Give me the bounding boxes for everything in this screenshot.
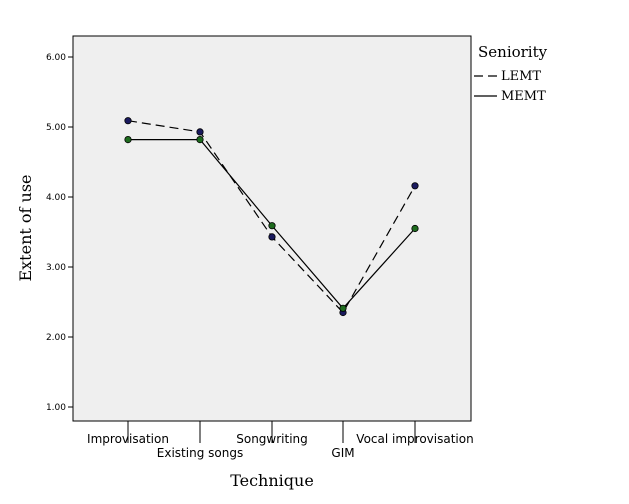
y-tick-label: 1.00 <box>46 403 66 413</box>
x-tick-label: Vocal improvisation <box>356 432 473 446</box>
data-point-lemt <box>196 128 204 136</box>
y-tick-label: 2.00 <box>46 333 66 343</box>
x-tick-label: Songwriting <box>236 432 308 446</box>
data-point-lemt <box>411 182 419 190</box>
y-tick-label: 4.00 <box>46 193 66 203</box>
data-point-memt <box>196 136 204 144</box>
legend-title: Seniority <box>478 43 548 61</box>
y-tick-label: 3.00 <box>46 263 66 273</box>
x-tick-label: Existing songs <box>157 446 243 460</box>
legend-label-memt: MEMT <box>501 89 546 104</box>
data-point-memt <box>411 224 419 233</box>
y-tick-label: 5.00 <box>46 123 66 133</box>
x-tick-label: GIM <box>331 446 354 460</box>
data-point-memt <box>268 222 276 230</box>
legend-label-lemt: LEMT <box>501 69 541 84</box>
y-axis-title: Extent of use <box>16 174 35 281</box>
data-point-lemt <box>268 233 276 241</box>
x-axis-title: Technique <box>230 471 314 490</box>
y-axis: 1.00 2.00 3.00 4.00 5.00 6.00 <box>46 53 73 413</box>
data-point-memt <box>124 136 132 144</box>
data-point-memt <box>339 304 347 312</box>
legend: Seniority LEMT MEMT <box>474 43 548 104</box>
data-point-lemt <box>124 117 132 125</box>
y-tick-label: 6.00 <box>46 53 66 63</box>
series-layer <box>124 117 419 317</box>
x-tick-label: Improvisation <box>87 432 169 446</box>
